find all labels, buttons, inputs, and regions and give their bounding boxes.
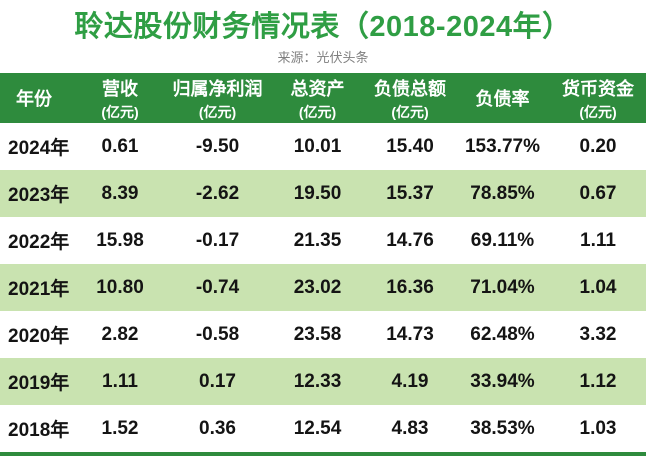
year-cell: 2023年 (8, 185, 70, 206)
column-header-unit: (亿元) (198, 103, 237, 120)
total-liabilities-cell: 14.76 (386, 229, 434, 251)
net-profit-cell: 0.17 (199, 370, 236, 392)
column-header-net-profit: 归属净利润 (亿元) (165, 73, 270, 123)
column-header-unit: (亿元) (391, 103, 429, 120)
table-header-row: 年份 营收 (亿元) 归属净利润 (亿元) 总资产 (亿元) 负债总额 (亿元)… (0, 73, 646, 123)
column-header-unit: (亿元) (101, 103, 139, 120)
column-header-label: 年份 (16, 89, 52, 109)
column-header-label: 归属净利润 (172, 78, 263, 99)
debt-ratio-cell: 33.94% (470, 370, 535, 392)
year-cell: 2019年 (8, 373, 70, 394)
column-header-debt-ratio: 负债率 (455, 73, 550, 123)
cash-funds-cell: 0.67 (579, 182, 617, 204)
revenue-cell: 1.52 (101, 417, 139, 439)
year-cell: 2022年 (8, 232, 70, 253)
total-assets-cell: 12.54 (293, 417, 342, 439)
column-header-label: 总资产 (290, 78, 345, 99)
debt-ratio-cell: 69.11% (470, 229, 535, 251)
column-header-total-assets: 总资产 (亿元) (270, 73, 365, 123)
year-cell: 2024年 (8, 138, 70, 159)
cash-funds-cell: 0.20 (579, 135, 617, 157)
financial-table: 年份 营收 (亿元) 归属净利润 (亿元) 总资产 (亿元) 负债总额 (亿元)… (0, 73, 646, 456)
column-header-label: 负债总额 (374, 78, 446, 99)
total-assets-cell: 19.50 (293, 182, 342, 204)
debt-ratio-cell: 38.53% (470, 417, 535, 439)
debt-ratio-cell: 71.04% (470, 276, 535, 298)
net-profit-cell: -0.58 (195, 323, 240, 345)
column-header-year: 年份 (0, 73, 75, 123)
net-profit-cell: -9.50 (195, 135, 240, 157)
total-assets-cell: 23.58 (293, 323, 342, 345)
column-header-total-liabilities: 负债总额 (亿元) (365, 73, 455, 123)
year-cell: 2018年 (8, 420, 70, 441)
net-profit-cell: -0.74 (195, 276, 240, 298)
total-assets-cell: 10.01 (293, 135, 342, 157)
total-assets-cell: 12.33 (293, 370, 342, 392)
column-header-revenue: 营收 (亿元) (75, 73, 165, 123)
net-profit-cell: -2.62 (195, 182, 240, 204)
table-row-2020: 2020年 2.82 -0.58 23.58 14.73 62.48% 3.32 (0, 311, 646, 358)
column-header-label: 货币资金 (562, 78, 634, 99)
total-liabilities-cell: 16.36 (386, 276, 434, 298)
cash-funds-cell: 1.03 (579, 417, 617, 439)
total-assets-cell: 21.35 (293, 229, 342, 251)
column-header-label: 营收 (102, 78, 138, 99)
table-row-2021: 2021年 10.80 -0.74 23.02 16.36 71.04% 1.0… (0, 264, 646, 311)
net-profit-cell: -0.17 (195, 229, 240, 251)
column-header-label: 负债率 (475, 89, 530, 109)
cash-funds-cell: 3.32 (579, 323, 617, 345)
total-liabilities-cell: 4.83 (391, 417, 429, 439)
table-row-2023: 2023年 8.39 -2.62 19.50 15.37 78.85% 0.67 (0, 170, 646, 217)
page-title: 聆达股份财务情况表（2018-2024年） (74, 11, 572, 43)
total-liabilities-cell: 14.73 (386, 323, 434, 345)
debt-ratio-cell: 78.85% (470, 182, 535, 204)
table-row-2024: 2024年 0.61 -9.50 10.01 15.40 153.77% 0.2… (0, 123, 646, 170)
total-assets-cell: 23.02 (293, 276, 342, 298)
revenue-cell: 2.82 (101, 323, 139, 345)
revenue-cell: 1.11 (102, 370, 138, 392)
source-caption: 来源：光伏头条 (277, 50, 369, 65)
column-header-unit: (亿元) (298, 103, 337, 120)
revenue-cell: 8.39 (101, 182, 139, 204)
year-cell: 2021年 (8, 279, 70, 300)
column-header-cash-funds: 货币资金 (亿元) (550, 73, 646, 123)
net-profit-cell: 0.36 (199, 417, 236, 439)
cash-funds-cell: 1.11 (580, 229, 616, 251)
cash-funds-cell: 1.04 (579, 276, 617, 298)
revenue-cell: 15.98 (96, 229, 144, 251)
debt-ratio-cell: 62.48% (470, 323, 535, 345)
column-header-unit: (亿元) (579, 103, 617, 120)
table-row-2019: 2019年 1.11 0.17 12.33 4.19 33.94% 1.12 (0, 358, 646, 405)
debt-ratio-cell: 153.77% (464, 135, 540, 157)
table-row-2018: 2018年 1.52 0.36 12.54 4.83 38.53% 1.03 (0, 405, 646, 454)
year-cell: 2020年 (8, 326, 70, 347)
total-liabilities-cell: 15.37 (386, 182, 434, 204)
cash-funds-cell: 1.12 (579, 370, 617, 392)
table-row-2022: 2022年 15.98 -0.17 21.35 14.76 69.11% 1.1… (0, 217, 646, 264)
revenue-cell: 0.61 (101, 135, 139, 157)
total-liabilities-cell: 4.19 (391, 370, 429, 392)
total-liabilities-cell: 15.40 (386, 135, 434, 157)
revenue-cell: 10.80 (96, 276, 144, 298)
